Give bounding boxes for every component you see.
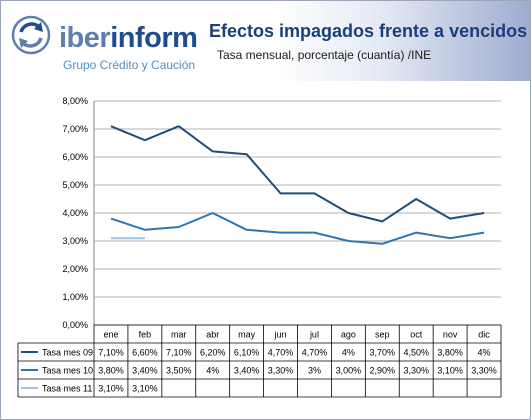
data-label: 6,10% bbox=[234, 348, 260, 358]
data-label: 3,10% bbox=[437, 366, 463, 376]
data-label: 3,30% bbox=[471, 366, 497, 376]
data-label: 4% bbox=[206, 366, 219, 376]
x-tick-label: jul bbox=[309, 330, 319, 340]
data-label: 4,70% bbox=[268, 348, 294, 358]
header-banner: iberinform Grupo Crédito y Caución Efect… bbox=[1, 1, 530, 81]
y-tick-label: 8,00% bbox=[62, 96, 88, 106]
y-tick-label: 5,00% bbox=[62, 180, 88, 190]
y-tick-label: 6,00% bbox=[62, 152, 88, 162]
data-label: 3,10% bbox=[98, 384, 124, 394]
brand-part1: iber bbox=[59, 22, 111, 54]
series-line bbox=[110, 212, 485, 245]
chart-subtitle: Tasa mensual, porcentaje (cuantía) /INE bbox=[217, 48, 432, 62]
data-label: 3,10% bbox=[132, 384, 158, 394]
data-label: 3,50% bbox=[166, 366, 192, 376]
data-label: 4,50% bbox=[403, 348, 429, 358]
brand-tagline: Grupo Crédito y Caución bbox=[63, 58, 196, 72]
data-label: 7,10% bbox=[98, 348, 124, 358]
data-label: 6,60% bbox=[132, 348, 158, 358]
x-tick-label: ene bbox=[103, 330, 118, 340]
x-tick-label: oct bbox=[410, 330, 423, 340]
x-tick-label: jun bbox=[274, 330, 287, 340]
data-label: 3,30% bbox=[403, 366, 429, 376]
data-label: 3,80% bbox=[437, 348, 463, 358]
data-label: 6,20% bbox=[200, 348, 226, 358]
y-tick-label: 1,00% bbox=[62, 292, 88, 302]
y-tick-label: 4,00% bbox=[62, 208, 88, 218]
data-label: 3,80% bbox=[98, 366, 124, 376]
y-tick-label: 2,00% bbox=[62, 264, 88, 274]
x-tick-label: mar bbox=[171, 330, 187, 340]
data-label: 4% bbox=[342, 348, 355, 358]
data-label: 2,90% bbox=[370, 366, 396, 376]
y-tick-label: 3,00% bbox=[62, 236, 88, 246]
data-label: 4,70% bbox=[302, 348, 328, 358]
data-label: 3,40% bbox=[234, 366, 260, 376]
data-label: 3,70% bbox=[370, 348, 396, 358]
series-line bbox=[110, 125, 485, 223]
x-tick-label: ago bbox=[341, 330, 356, 340]
brand-logo: iberinform bbox=[59, 22, 198, 54]
x-tick-label: feb bbox=[139, 330, 152, 340]
brand-part2: inform bbox=[110, 22, 198, 54]
data-label: 3,40% bbox=[132, 366, 158, 376]
recycle-arrows-icon bbox=[11, 15, 51, 55]
chart-title: Efectos impagados frente a vencidos bbox=[209, 21, 528, 41]
legend-label: Tasa mes 11 bbox=[42, 384, 92, 394]
data-label: 3% bbox=[308, 366, 321, 376]
legend-label: Tasa mes 10 bbox=[42, 366, 93, 376]
x-tick-label: nov bbox=[443, 330, 458, 340]
y-tick-label: 7,00% bbox=[62, 124, 88, 134]
data-label: 3,00% bbox=[336, 366, 362, 376]
data-label: 4% bbox=[478, 348, 491, 358]
legend-label: Tasa mes 09 bbox=[42, 348, 93, 358]
y-tick-label: 0,00% bbox=[62, 320, 88, 330]
data-label: 7,10% bbox=[166, 348, 192, 358]
x-tick-label: sep bbox=[375, 330, 390, 340]
data-label: 3,30% bbox=[268, 366, 294, 376]
x-tick-label: dic bbox=[478, 330, 490, 340]
x-tick-label: abr bbox=[206, 330, 219, 340]
x-tick-label: may bbox=[238, 330, 256, 340]
